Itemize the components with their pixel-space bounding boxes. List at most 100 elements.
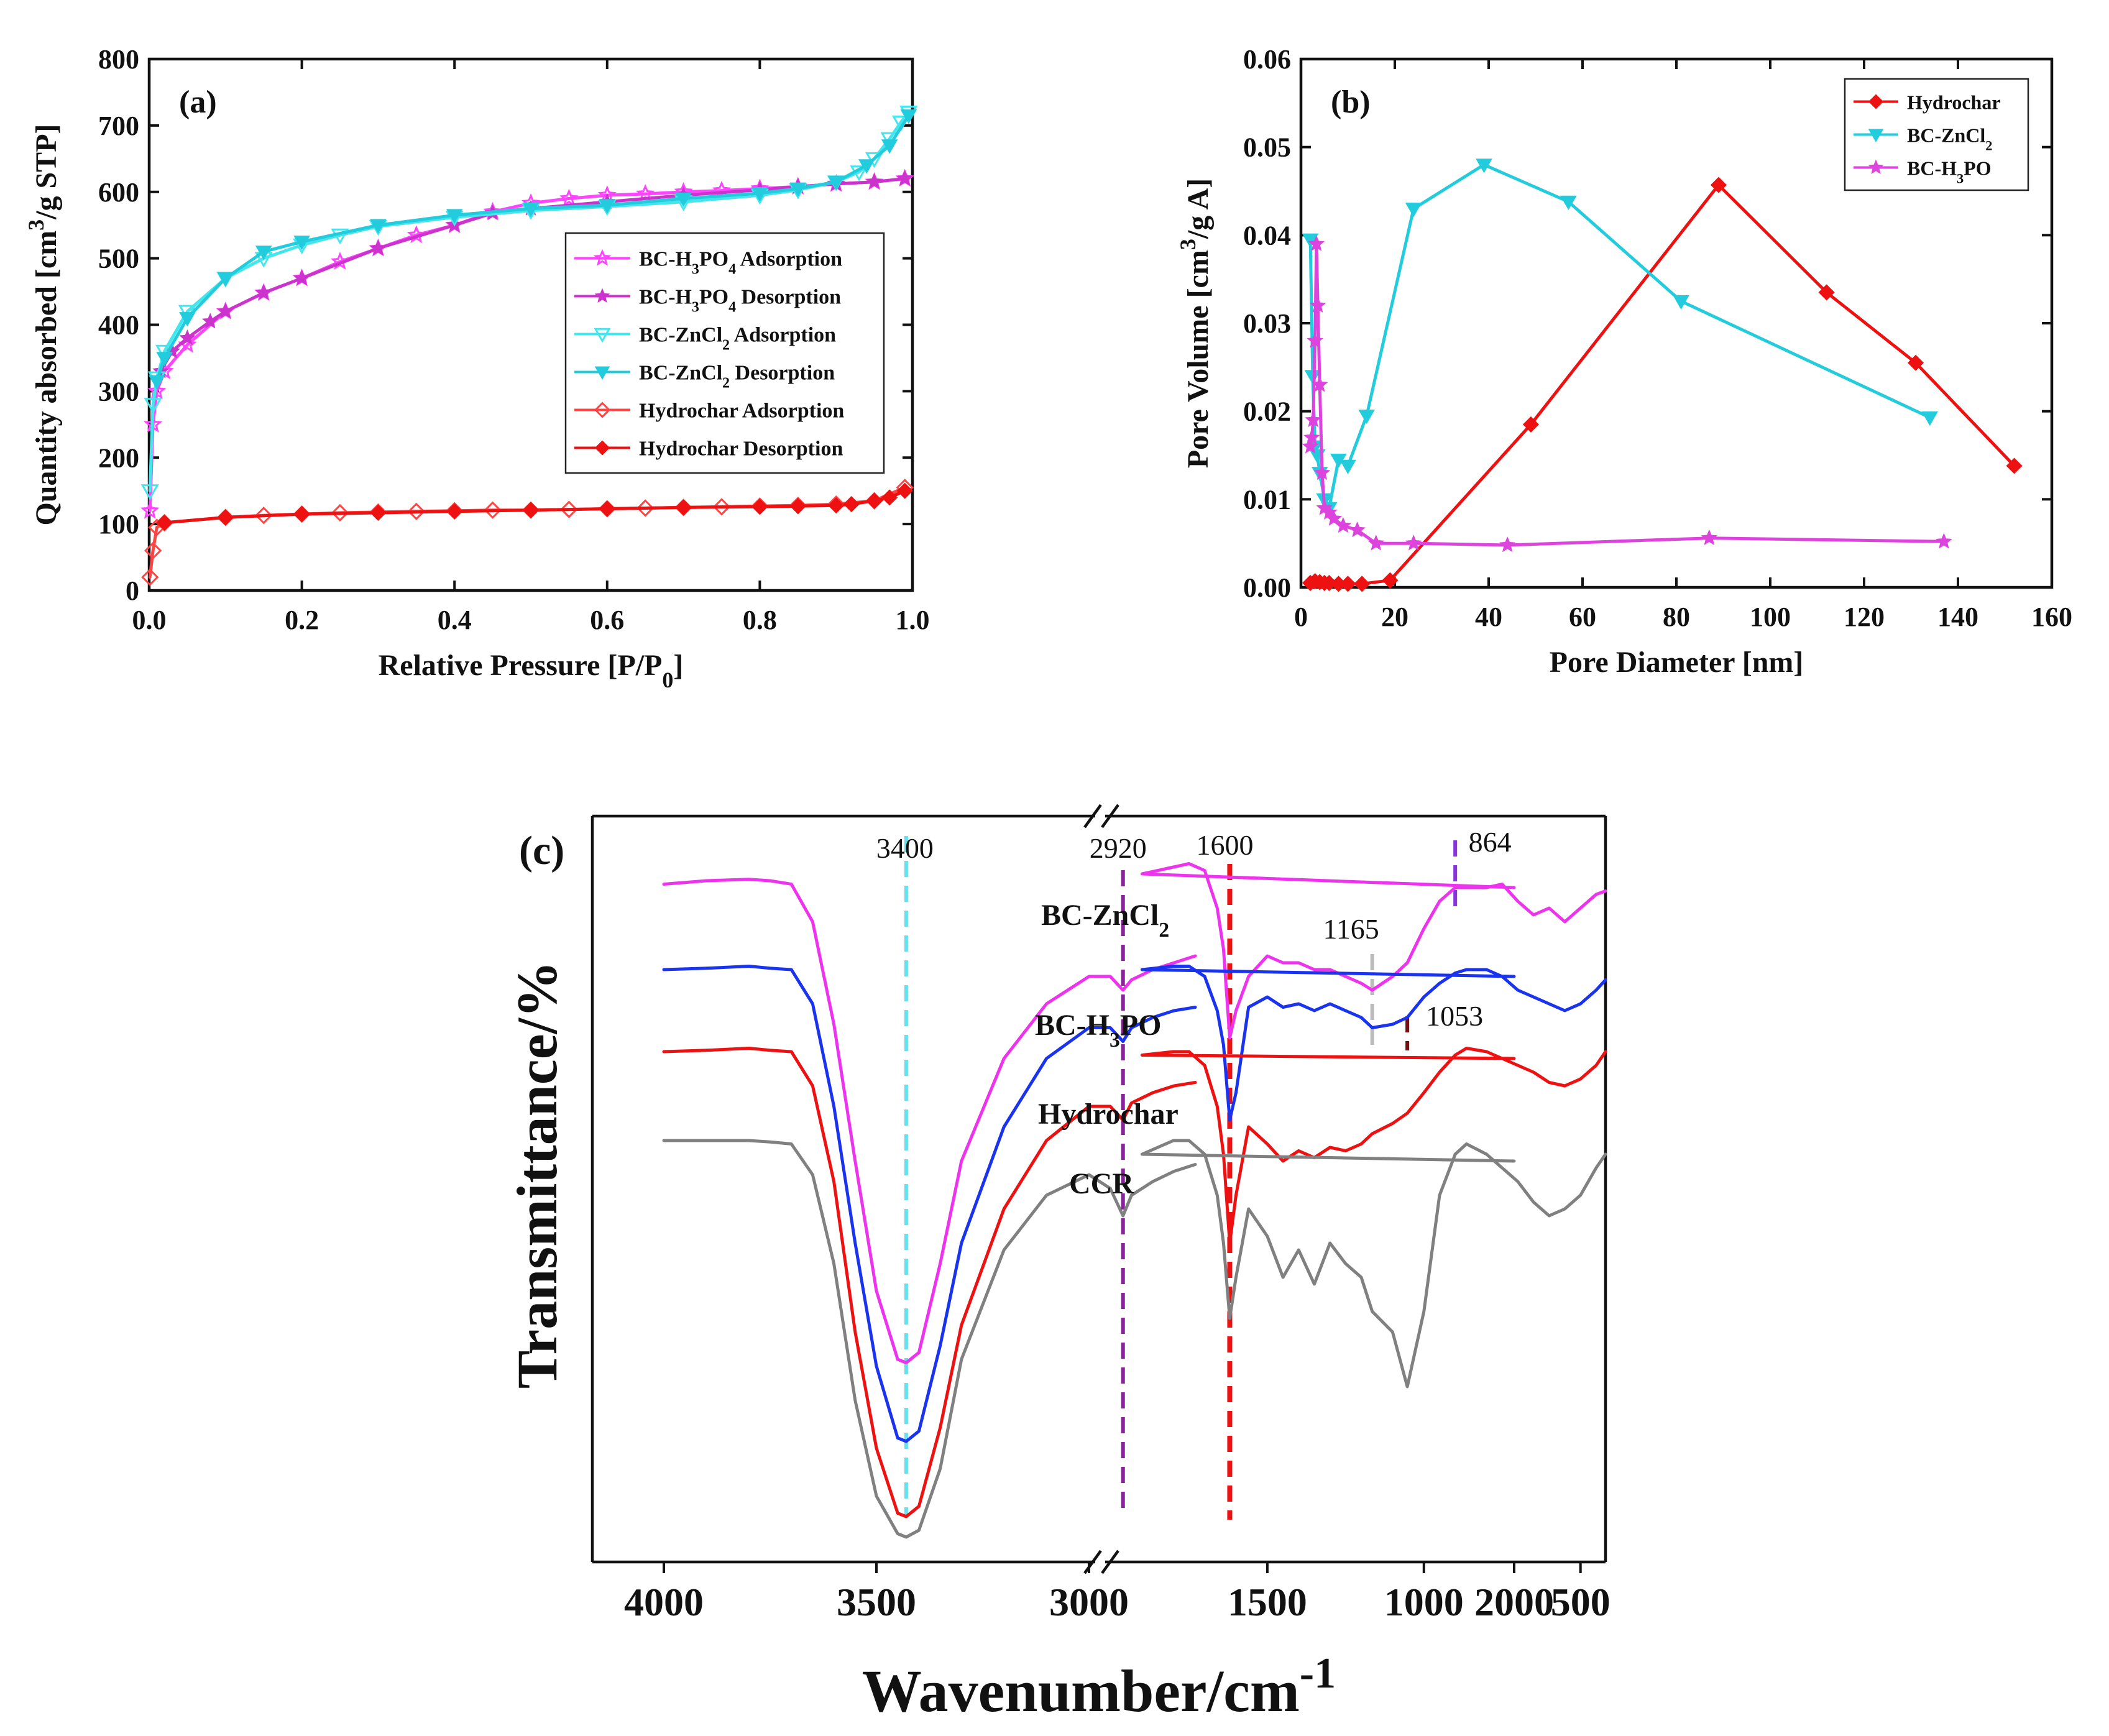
x-tick-label: 0.4 <box>438 605 472 635</box>
data-point <box>866 173 883 189</box>
data-point <box>712 498 731 516</box>
data-point <box>675 499 692 516</box>
peak-label: 2920 <box>1090 832 1147 864</box>
data-point <box>293 506 310 523</box>
data-point <box>866 492 883 509</box>
legend-entry-mid: PO <box>699 248 728 271</box>
y-tick-label: 0.02 <box>1243 397 1291 427</box>
data-point <box>141 568 159 586</box>
series-5 <box>156 482 913 531</box>
data-point <box>201 313 219 329</box>
axis-break-mark <box>1101 1550 1119 1574</box>
peak-label-text: 1165 <box>1323 913 1379 945</box>
data-point <box>1339 576 1356 592</box>
series-line <box>1308 242 1946 547</box>
data-point <box>881 489 898 506</box>
data-point <box>858 159 875 174</box>
panel-label-text: (c) <box>519 828 564 873</box>
x-tick-label-text: 140 <box>1937 602 1978 632</box>
x-tick-label: 120 <box>1844 602 1885 632</box>
peak-label-text: 1053 <box>1426 1000 1483 1032</box>
data-point <box>255 507 273 525</box>
series-line <box>662 1139 1197 1539</box>
series-line <box>1140 1139 1607 1389</box>
series-4 <box>141 479 914 586</box>
legend-entry: BC-ZnCl2 Desorption <box>639 362 835 392</box>
data-point <box>293 269 310 285</box>
data-point <box>370 219 387 234</box>
x-axis-label-tail: ] <box>673 649 683 682</box>
series-line <box>1308 183 2016 586</box>
x-tick-label: 4000 <box>624 1580 704 1624</box>
legend-marker <box>594 366 610 380</box>
series-1 <box>662 965 1607 1443</box>
data-point <box>843 496 860 513</box>
legend-entry-pre: BC-H <box>1907 157 1957 180</box>
y-axis-label-sup: 3 <box>1175 239 1200 250</box>
legend-marker <box>594 288 610 303</box>
x-tick-label: 40 <box>1475 602 1502 632</box>
legend-entry-sub1: 3 <box>692 262 699 278</box>
data-point <box>900 109 917 124</box>
data-point <box>446 209 463 224</box>
data-point <box>1499 536 1516 553</box>
x-tick-label: 0.8 <box>743 605 777 635</box>
data-point <box>1522 416 1540 433</box>
data-point <box>1405 203 1422 218</box>
series-2 <box>1302 235 1952 553</box>
x-tick-label-text: 40 <box>1475 602 1502 632</box>
series-label-pre: CCR <box>1069 1167 1134 1200</box>
y-axis-label-text: Pore Volume [cm <box>1182 250 1215 468</box>
legend-entry-sub1: 3 <box>1957 170 1964 186</box>
y-axis-label-text: Transmittance/% <box>505 961 569 1389</box>
y-tick-label-text: 400 <box>98 310 139 341</box>
y-tick-label: 0 <box>126 576 139 606</box>
y-tick-label: 400 <box>98 310 139 341</box>
y-axis-label: Quantity absorbed [cm3/g STP] <box>24 124 63 525</box>
data-point <box>255 246 272 260</box>
x-axis-label-sup: -1 <box>1300 1650 1336 1697</box>
data-point <box>827 175 845 191</box>
data-point <box>1313 464 1331 480</box>
legend-entry-pre: Hydrochar Desorption <box>639 438 843 461</box>
data-point <box>1405 535 1422 551</box>
legend-marker <box>1868 159 1884 174</box>
x-tick-label-text: 1500 <box>1228 1580 1307 1624</box>
legend-entry-sub1: 2 <box>1985 137 1992 153</box>
panel-label: (c) <box>519 828 564 873</box>
y-tick-label-text: 0.00 <box>1243 572 1291 603</box>
x-tick-label-text: 120 <box>1844 602 1885 632</box>
data-point <box>751 187 768 202</box>
x-tick-label-text: 1000 <box>1384 1580 1464 1624</box>
data-point <box>484 501 502 519</box>
x-tick-label: 500 <box>1551 1580 1610 1624</box>
data-point <box>1303 429 1320 445</box>
data-point <box>636 499 655 517</box>
x-axis-label-sub: 0 <box>662 668 673 692</box>
series-label-sub1: 2 <box>1159 919 1169 942</box>
legend-entry-sub1: 2 <box>722 375 730 392</box>
data-point <box>1476 158 1492 173</box>
series-label-pre: Hydrochar <box>1038 1098 1179 1131</box>
x-tick-label-text: 3000 <box>1049 1580 1129 1624</box>
peak-label-text: 3400 <box>876 832 934 864</box>
series-line <box>662 1047 1197 1518</box>
x-tick-label-text: 3500 <box>837 1580 916 1624</box>
x-tick-label: 80 <box>1663 602 1690 632</box>
x-tick-label: 0 <box>1294 602 1308 632</box>
y-tick-label-text: 0 <box>126 576 139 606</box>
data-point <box>789 182 807 197</box>
data-point <box>1305 411 1321 428</box>
legend-entry-post: Desorption <box>730 362 835 385</box>
data-point <box>1673 295 1689 310</box>
y-tick-label-text: 700 <box>98 111 139 141</box>
legend-marker <box>594 440 610 456</box>
data-point <box>156 352 173 367</box>
y-tick-label: 300 <box>98 376 139 406</box>
data-point <box>2006 457 2023 474</box>
data-point <box>789 498 806 515</box>
legend-marker <box>1868 94 1884 109</box>
x-tick-label: 160 <box>2031 602 2072 632</box>
data-point <box>255 284 272 300</box>
